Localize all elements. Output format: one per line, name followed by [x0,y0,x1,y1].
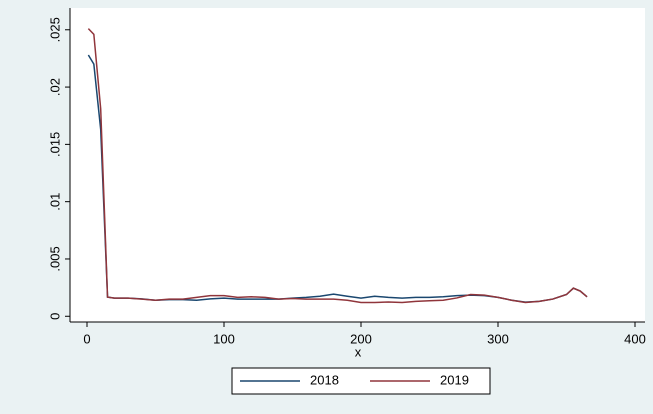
x-axis-label: x [355,344,362,359]
legend-label: 2019 [440,372,469,387]
x-tick-label: 400 [624,331,646,346]
x-tick-label: 200 [350,331,372,346]
y-tick-label: 0 [47,313,62,320]
y-tick-label: .015 [47,132,62,157]
line-series [87,28,588,304]
y-tick-label: .025 [47,17,62,42]
y-tick-label: .02 [47,78,62,96]
x-tick-label: 100 [213,331,235,346]
plot-area [70,8,645,322]
x-tick-label: 0 [83,331,90,346]
legend-label: 2018 [310,372,339,387]
x-tick-label: 300 [487,331,509,346]
y-tick-label: .01 [47,193,62,211]
y-tick-label: .005 [47,246,62,271]
